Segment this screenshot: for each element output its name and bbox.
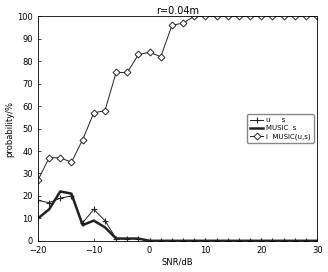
MUSIC  s (114, 237, 118, 240)
i  MUSIC(u,s) (136, 53, 140, 56)
i  MUSIC(u,s) (215, 15, 218, 18)
i  MUSIC(u,s) (148, 51, 152, 54)
u     s (271, 239, 275, 242)
MUSIC  s (215, 239, 218, 242)
i  MUSIC(u,s) (248, 15, 252, 18)
u     s (315, 239, 319, 242)
i  MUSIC(u,s) (226, 15, 230, 18)
MUSIC  s (248, 239, 252, 242)
i  MUSIC(u,s) (103, 109, 107, 112)
i  MUSIC(u,s) (47, 156, 51, 159)
MUSIC  s (315, 239, 319, 242)
i  MUSIC(u,s) (170, 24, 174, 27)
MUSIC  s (226, 239, 230, 242)
MUSIC  s (192, 239, 196, 242)
u     s (248, 239, 252, 242)
MUSIC  s (136, 237, 140, 240)
MUSIC  s (203, 239, 207, 242)
u     s (70, 194, 73, 197)
Legend: u     s, MUSIC  s, i  MUSIC(u,s): u s, MUSIC s, i MUSIC(u,s) (247, 115, 314, 143)
u     s (170, 239, 174, 242)
u     s (237, 239, 241, 242)
u     s (203, 239, 207, 242)
MUSIC  s (293, 239, 297, 242)
i  MUSIC(u,s) (159, 55, 163, 58)
MUSIC  s (47, 208, 51, 211)
MUSIC  s (58, 190, 62, 193)
u     s (58, 197, 62, 200)
u     s (36, 199, 40, 202)
i  MUSIC(u,s) (58, 156, 62, 159)
u     s (148, 239, 152, 242)
i  MUSIC(u,s) (304, 15, 308, 18)
MUSIC  s (36, 217, 40, 220)
i  MUSIC(u,s) (192, 15, 196, 18)
u     s (136, 237, 140, 240)
MUSIC  s (81, 224, 85, 227)
u     s (282, 239, 286, 242)
X-axis label: SNR/dB: SNR/dB (162, 257, 193, 267)
u     s (114, 237, 118, 240)
Title: r=0.04m: r=0.04m (156, 5, 199, 16)
MUSIC  s (271, 239, 275, 242)
u     s (215, 239, 218, 242)
u     s (81, 221, 85, 224)
i  MUSIC(u,s) (81, 138, 85, 141)
Line: i  MUSIC(u,s): i MUSIC(u,s) (35, 14, 319, 183)
u     s (92, 208, 96, 211)
MUSIC  s (148, 239, 152, 242)
u     s (181, 239, 185, 242)
MUSIC  s (237, 239, 241, 242)
i  MUSIC(u,s) (125, 71, 129, 74)
i  MUSIC(u,s) (114, 71, 118, 74)
u     s (159, 239, 163, 242)
MUSIC  s (304, 239, 308, 242)
i  MUSIC(u,s) (181, 21, 185, 25)
Line: MUSIC  s: MUSIC s (38, 191, 317, 241)
u     s (103, 219, 107, 222)
MUSIC  s (159, 239, 163, 242)
Y-axis label: probability/%: probability/% (6, 101, 14, 157)
i  MUSIC(u,s) (271, 15, 275, 18)
Line: u     s: u s (35, 193, 320, 244)
MUSIC  s (181, 239, 185, 242)
MUSIC  s (125, 237, 129, 240)
MUSIC  s (70, 192, 73, 195)
MUSIC  s (259, 239, 263, 242)
i  MUSIC(u,s) (259, 15, 263, 18)
MUSIC  s (92, 219, 96, 222)
u     s (259, 239, 263, 242)
i  MUSIC(u,s) (237, 15, 241, 18)
i  MUSIC(u,s) (282, 15, 286, 18)
u     s (226, 239, 230, 242)
i  MUSIC(u,s) (293, 15, 297, 18)
MUSIC  s (103, 226, 107, 229)
u     s (47, 201, 51, 204)
i  MUSIC(u,s) (315, 15, 319, 18)
i  MUSIC(u,s) (203, 15, 207, 18)
i  MUSIC(u,s) (36, 178, 40, 182)
i  MUSIC(u,s) (92, 111, 96, 115)
u     s (293, 239, 297, 242)
i  MUSIC(u,s) (70, 160, 73, 164)
u     s (192, 239, 196, 242)
u     s (125, 237, 129, 240)
MUSIC  s (282, 239, 286, 242)
MUSIC  s (170, 239, 174, 242)
u     s (304, 239, 308, 242)
